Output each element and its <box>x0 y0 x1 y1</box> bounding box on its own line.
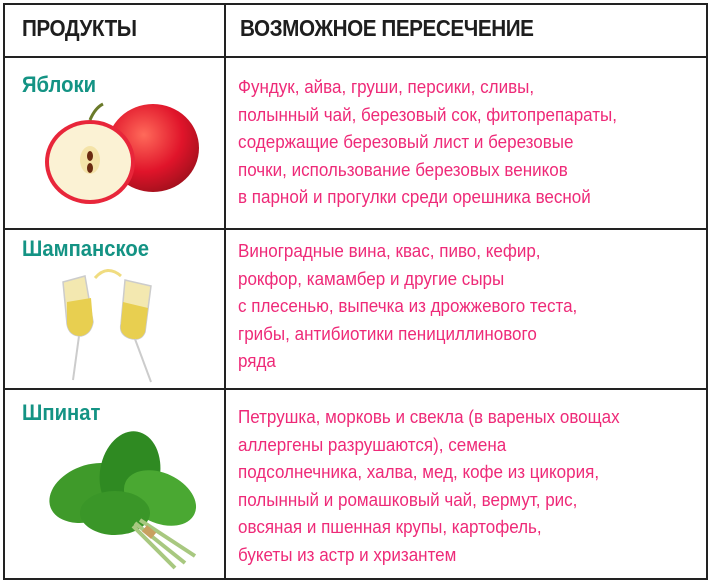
text-line: полынный и ромашковый чай, вермут, рис, <box>238 488 578 510</box>
apple-image <box>45 102 199 204</box>
text-line: с плесенью, выпечка из дрожжевого теста, <box>238 295 578 317</box>
product-name: Яблоки <box>22 72 97 97</box>
spinach-image <box>49 431 197 570</box>
allergy-table <box>3 3 708 580</box>
row-divider <box>5 56 706 58</box>
text-line: Фундук, айва, груши, персики, сливы, <box>238 76 535 97</box>
product-name: Шампанское <box>22 236 150 261</box>
text-line: содержащие березовый лист и березовые <box>238 131 574 153</box>
header-products: ПРОДУКТЫ <box>22 15 137 41</box>
text-line: грибы, антибиотики пенициллинового <box>238 322 537 344</box>
champagne-glasses-image <box>62 269 152 383</box>
text-line: овсяная и пшенная крупы, картофель, <box>238 516 542 538</box>
text-line: аллергены разрушаются), семена <box>238 433 507 455</box>
text-line: почки, использование березовых веников <box>238 158 568 180</box>
text-line: подсолнечника, халва, мед, кофе из цикор… <box>238 461 600 483</box>
text-line: рокфор, камамбер и другие сыры <box>238 267 505 289</box>
text-line: Петрушка, морковь и свекла (в вареных ов… <box>238 406 620 427</box>
text-line: полынный чай, березовый сок, фитопрепара… <box>238 103 618 125</box>
text-line: Виноградные вина, квас, пиво, кефир, <box>238 240 541 261</box>
row-divider <box>5 228 706 230</box>
cross-allergens: Виноградные вина, квас, пиво, кефир, рок… <box>238 237 577 375</box>
row-divider <box>5 388 706 390</box>
cross-allergens: Петрушка, морковь и свекла (в вареных ов… <box>238 403 620 569</box>
column-divider <box>224 5 226 578</box>
header-intersection: ВОЗМОЖНОЕ ПЕРЕСЕЧЕНИЕ <box>240 15 534 41</box>
text-line: в парной и прогулки среди орешника весно… <box>238 186 591 208</box>
text-line: ряда <box>238 350 276 372</box>
product-name: Шпинат <box>22 400 101 425</box>
cross-allergens: Фундук, айва, груши, персики, сливы, пол… <box>238 73 617 211</box>
text-line: букеты из астр и хризантем <box>238 543 457 565</box>
